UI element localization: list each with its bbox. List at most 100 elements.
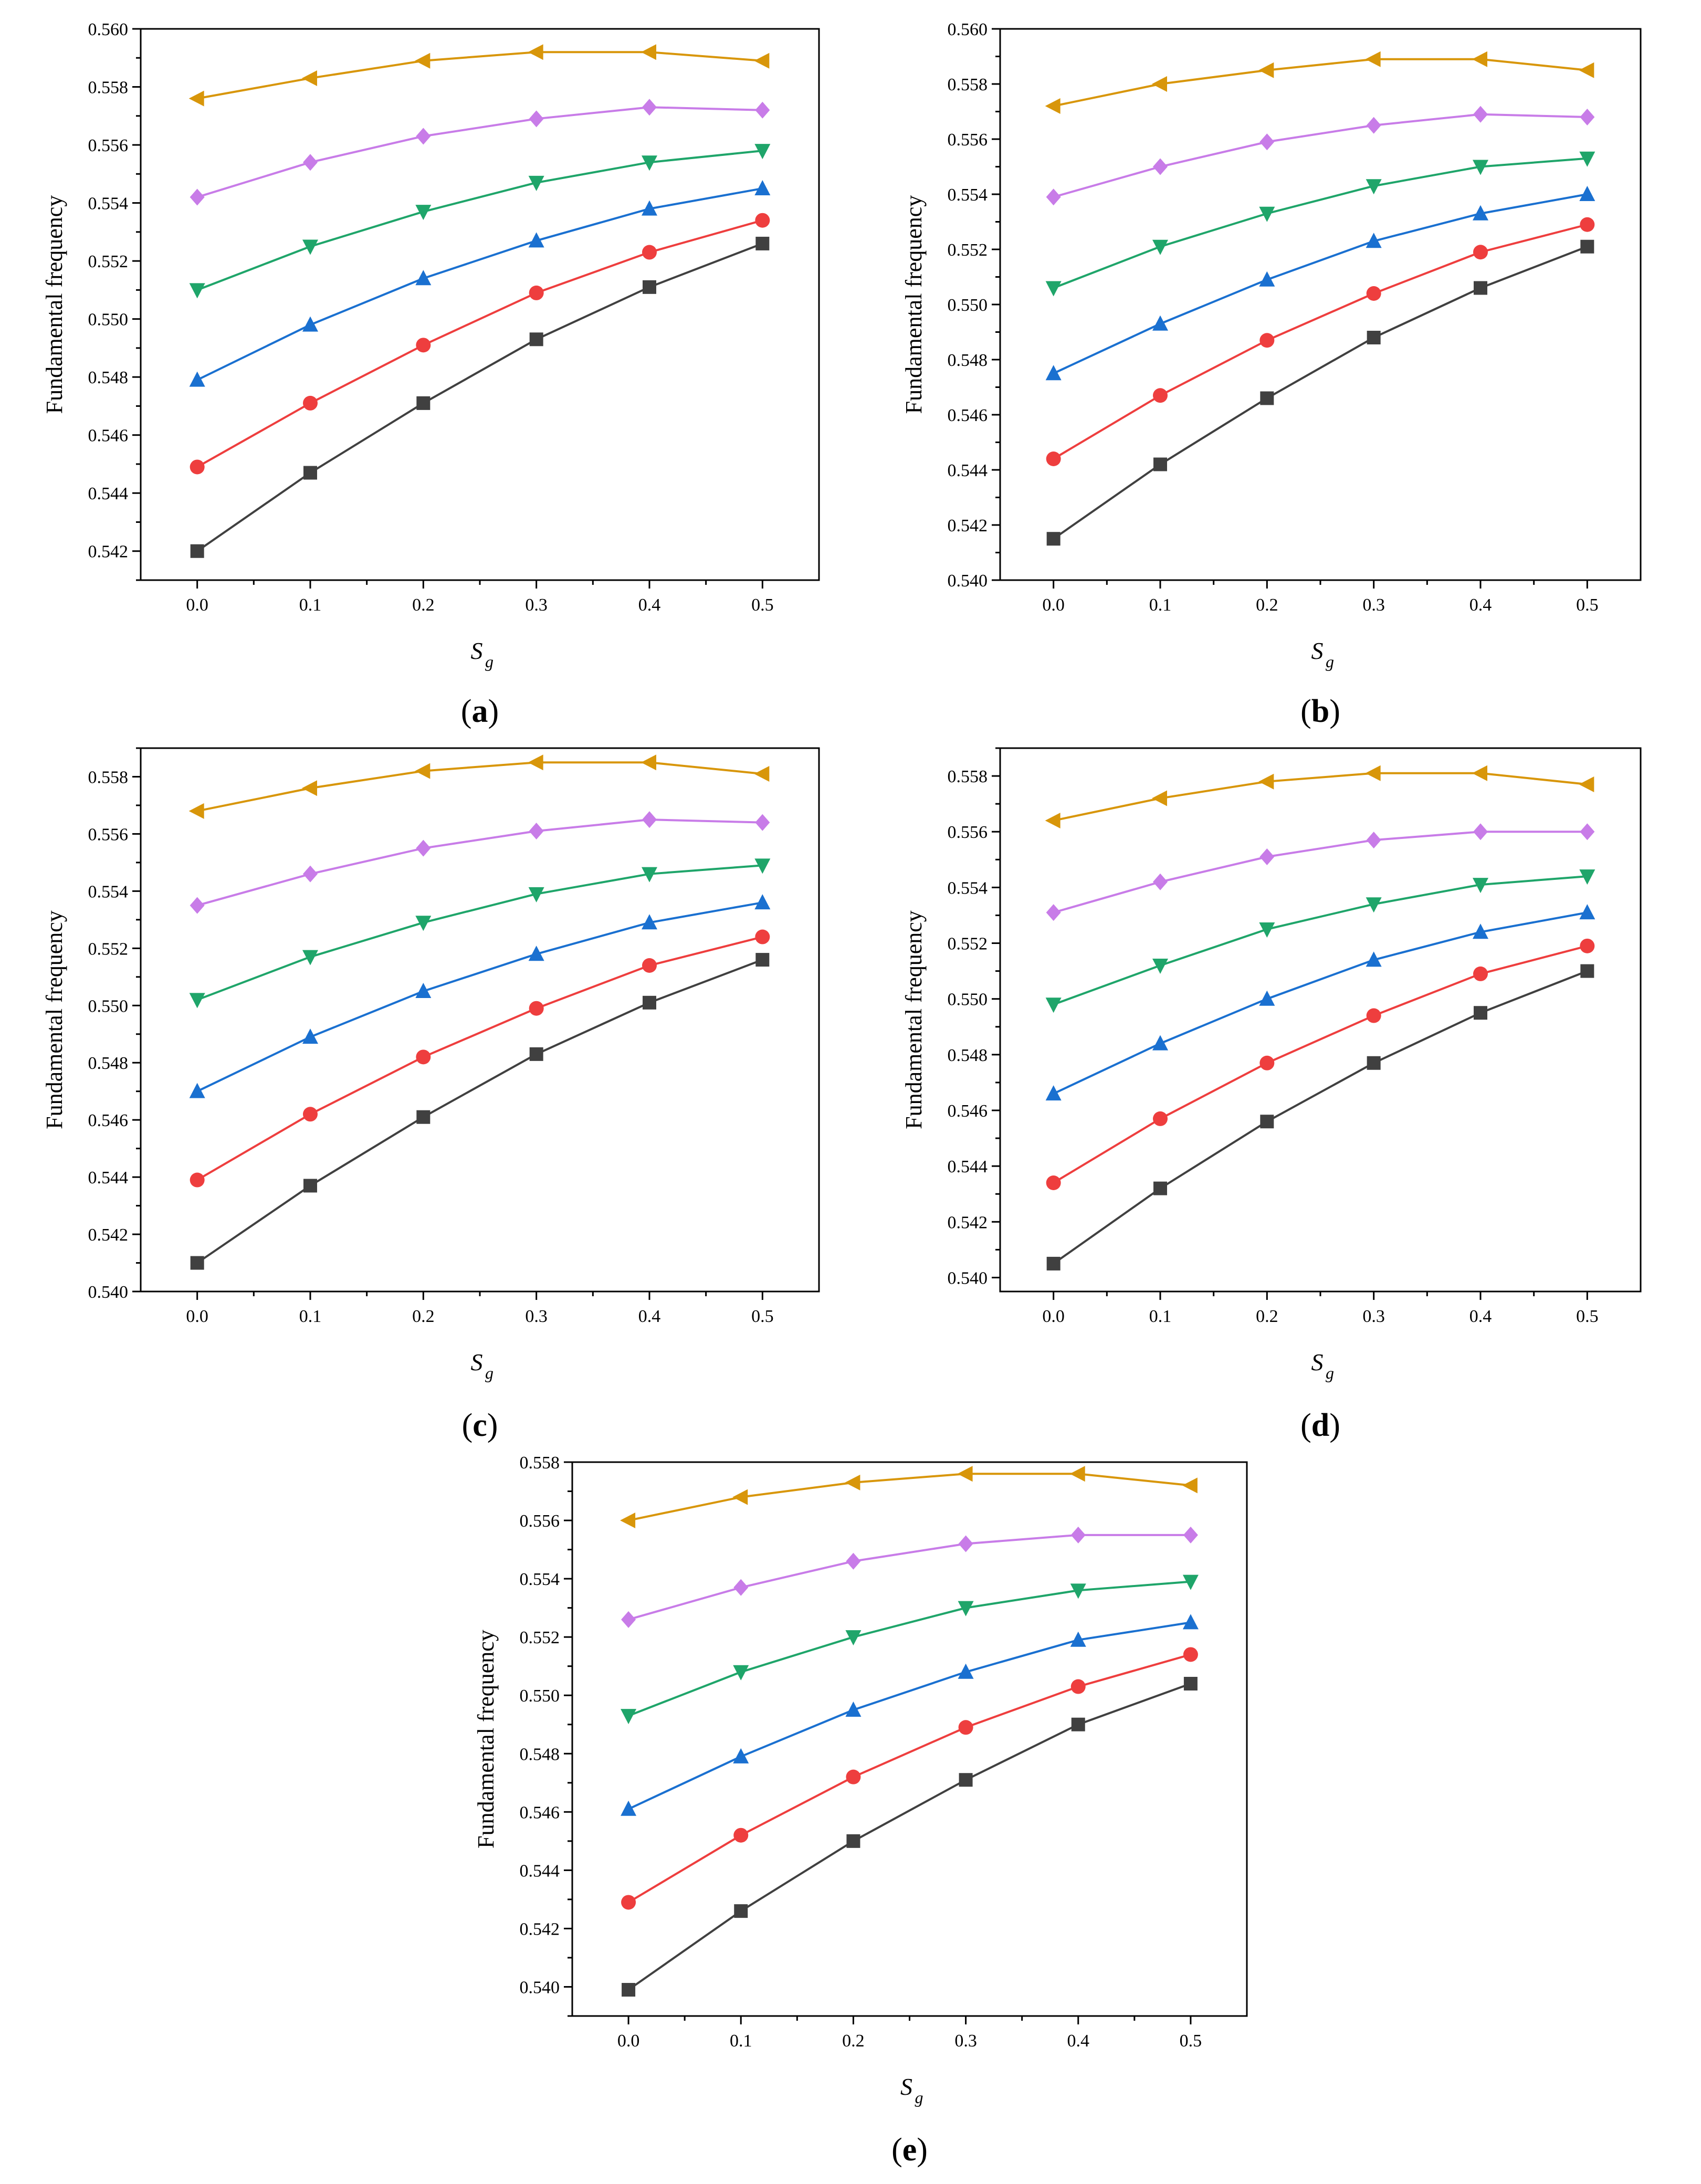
data-point-s3-0 [621,1800,637,1816]
data-point-s6-2 [415,763,430,779]
y-tick-label: 0.556 [948,823,988,842]
data-point-s2-1 [1153,388,1168,403]
data-point-s6-4 [1472,51,1487,67]
data-point-s3-1 [733,1748,749,1763]
data-point-s4-1 [733,1665,749,1681]
data-point-s5-5 [1580,823,1595,841]
y-axis-label: Fundamental frequency [473,1630,499,1849]
series-line-3 [196,901,763,1093]
data-point-s4-4 [1473,160,1488,175]
y-tick-label: 0.544 [948,1157,988,1177]
y-tick-label: 0.548 [520,1745,560,1764]
y-axis-label: Fundamental frequency [41,195,67,414]
y-tick-label: 0.558 [520,1453,560,1473]
data-point-s5-3 [1366,117,1381,134]
y-tick-label: 0.546 [948,406,988,425]
data-point-s1-2 [846,1834,860,1848]
x-axis-label: S [1311,637,1324,664]
y-tick-label: 0.544 [88,484,129,503]
data-point-s3-5 [1182,1614,1199,1630]
series-line-4 [196,150,763,291]
plot-frame [140,747,820,1293]
panel-caption: (d) [1300,1408,1340,1443]
data-point-s4-3 [1366,179,1382,195]
series-line-5 [628,1534,1191,1621]
x-tick-label: 0.5 [1180,2031,1202,2051]
series-line-3 [1053,193,1588,375]
x-tick-label: 0.5 [751,595,774,615]
y-tick-label: 0.550 [948,990,988,1010]
x-tick-label: 0.4 [1469,595,1492,615]
data-point-s5-5 [1183,1526,1198,1544]
x-tick-label: 0.3 [954,2031,977,2051]
data-point-s2-0 [190,1172,205,1188]
data-point-s4-0 [189,993,205,1009]
data-point-s5-2 [1259,848,1275,865]
data-point-s1-4 [643,995,656,1010]
data-point-s2-1 [1153,1111,1168,1126]
x-tick-label: 0.5 [1576,1307,1599,1326]
y-tick-label: 0.560 [948,20,988,39]
x-tick-label: 0.1 [1149,595,1172,615]
x-tick-label: 0.4 [1067,2031,1090,2051]
data-point-s6-3 [528,754,543,771]
data-point-s2-1 [303,395,318,411]
data-point-s1-2 [1260,1115,1274,1129]
chart-panel-c: 0.540 0.542 0.544 0.546 0.548 0.550 0.552 0.554… [41,747,820,1443]
x-axis-label: S [471,1349,483,1376]
data-point-s1-2 [416,396,430,410]
x-axis-label: S [1311,1349,1324,1376]
data-point-s6-3 [957,1466,973,1482]
y-tick-label: 0.542 [88,1225,129,1245]
data-point-s2-4 [1473,966,1488,981]
data-point-s4-4 [1070,1583,1086,1599]
y-axis-label: Fundamental frequency [41,910,67,1129]
data-point-s3-2 [845,1701,862,1717]
data-point-s1-1 [303,466,317,480]
series-line-5 [1053,831,1588,914]
data-point-s3-5 [754,894,771,910]
y-tick-label: 0.558 [948,767,988,786]
series-line-4 [196,864,763,1001]
data-point-s2-3 [529,285,544,300]
data-point-s1-3 [1367,331,1381,344]
data-point-s5-5 [1580,109,1595,125]
series-line-6 [628,1473,1191,1522]
data-point-s4-2 [1259,206,1275,222]
data-point-s6-4 [641,44,656,60]
y-tick-label: 0.548 [948,351,988,370]
x-axis-label-subscript: g [1326,1363,1334,1382]
y-tick-label: 0.540 [948,571,988,591]
series-line-1 [627,1683,1191,1991]
data-point-s4-2 [415,916,432,931]
data-point-s3-2 [1259,990,1275,1006]
data-point-s5-2 [416,839,431,857]
data-point-s1-5 [755,953,770,967]
data-point-s4-1 [302,239,318,255]
panel-caption-letter: b [1311,694,1329,729]
y-axis-label: Fundamental frequency [901,195,927,414]
series-line-3 [628,1621,1191,1810]
data-point-s4-0 [189,283,205,299]
data-point-s6-5 [1579,776,1594,792]
data-point-s1-4 [1071,1717,1085,1731]
x-tick-label: 0.1 [730,2031,752,2051]
data-point-s3-2 [1259,271,1275,287]
data-point-s6-4 [641,754,656,771]
series-line-6 [197,51,763,100]
x-tick-label: 0.5 [751,1307,774,1326]
data-point-s6-0 [1045,813,1060,828]
data-point-s5-2 [1259,133,1275,151]
data-point-s5-1 [1153,873,1168,890]
data-point-s6-4 [1472,765,1487,781]
data-point-s3-5 [1579,904,1595,920]
panel-caption: (a) [461,694,499,729]
y-tick-label: 0.548 [948,1046,988,1065]
y-tick-label: 0.556 [88,136,129,155]
y-tick-label: 0.550 [88,310,129,330]
data-point-s2-1 [303,1107,318,1122]
data-point-s1-5 [1580,239,1594,254]
x-axis-label-subscript: g [915,2088,923,2107]
y-tick-label: 0.546 [88,426,129,446]
